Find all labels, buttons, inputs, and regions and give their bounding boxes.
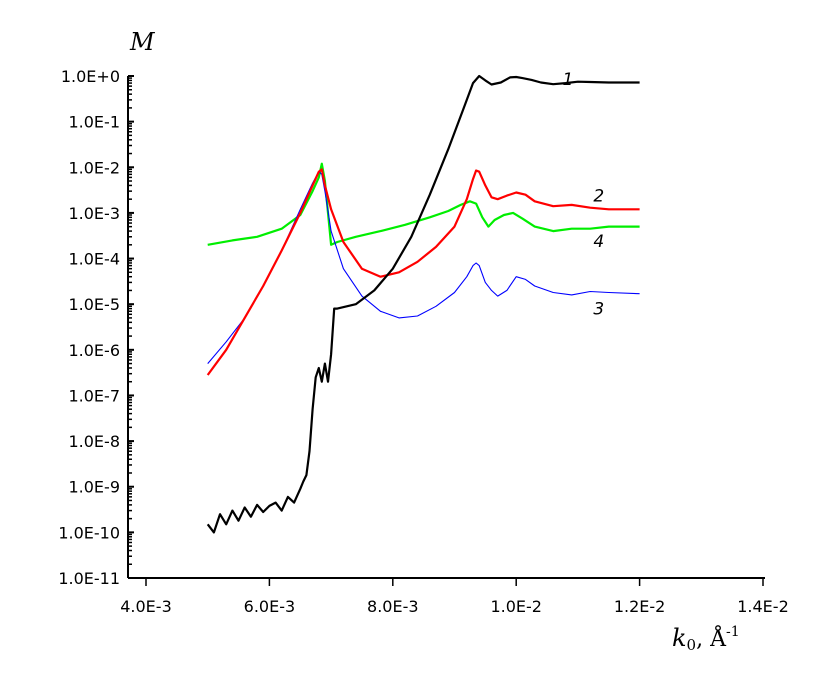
x-axis-title-main: k: [672, 624, 687, 652]
y-tick-label: 1.0E-3: [68, 204, 120, 223]
series-line-2: [206, 168, 640, 376]
y-tick-label: 1.0E-4: [68, 250, 120, 269]
series-line-4: [207, 162, 640, 246]
series-line-3: [207, 171, 640, 364]
y-tick-label: 1.0E-6: [68, 341, 120, 360]
series-label-3: 3: [593, 299, 604, 319]
y-tick-label: 1.0E-10: [58, 523, 120, 542]
y-tick-label: 1.0E-7: [68, 386, 120, 405]
series-label-4: 4: [593, 232, 604, 252]
y-tick-label: 1.0E-5: [68, 295, 120, 314]
x-tick-label: 4.0E-3: [120, 597, 172, 616]
x-tick-label: 8.0E-3: [367, 597, 419, 616]
x-axis-title-sub: 0: [687, 636, 697, 654]
x-tick-label: 1.0E-2: [490, 597, 542, 616]
x-tick-label: 1.4E-2: [737, 597, 789, 616]
x-axis-title: k0, Å-1: [672, 624, 740, 654]
y-axis-title: M: [129, 28, 156, 56]
y-ticks: 1.0E+0 1.0E-1 1.0E-2 1.0E-3 1.0E-4 1.0E-5 1.0E…: [58, 67, 134, 588]
y-tick-label: 1.0E-9: [68, 478, 120, 497]
y-tick-label: 1.0E-1: [68, 113, 120, 132]
series-lines: [206, 74, 640, 534]
y-tick-label: 1.0E+0: [61, 67, 120, 86]
y-tick-label: 1.0E-2: [68, 158, 120, 177]
y-tick-label: 1.0E-8: [68, 432, 120, 451]
series-label-2: 2: [593, 186, 604, 206]
y-tick-label: 1.0E-11: [58, 569, 120, 588]
series-label-1: 1: [562, 70, 573, 90]
series-labels: 1 2 3 4: [562, 70, 604, 319]
x-ticks: 4.0E-3 6.0E-3 8.0E-3 1.0E-2 1.2E-2 1.4E-2: [120, 578, 789, 616]
x-tick-label: 1.2E-2: [614, 597, 666, 616]
x-axis-title-sup: -1: [726, 624, 740, 640]
x-axis-title-unit: , Å: [696, 624, 727, 652]
x-tick-label: 6.0E-3: [244, 597, 296, 616]
series-line-1: [206, 74, 640, 534]
